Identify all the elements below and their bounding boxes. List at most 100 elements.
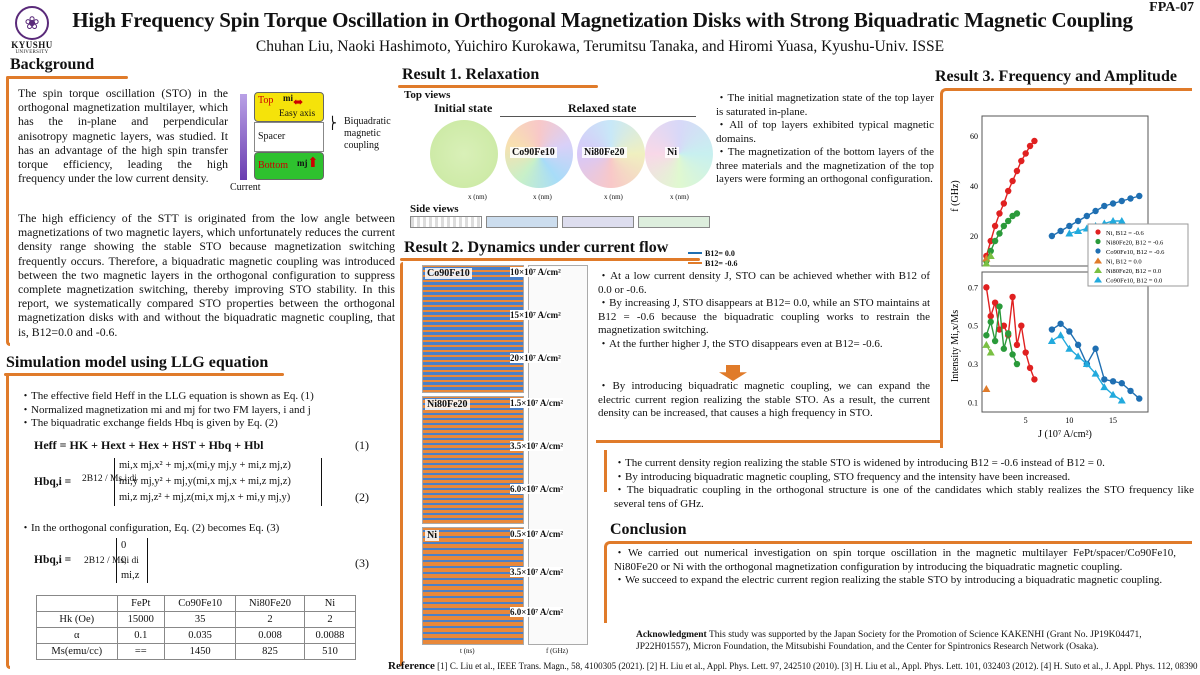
- y-tick-label: 0.7: [968, 283, 978, 292]
- bottom-layer: Bottom mj ⬆: [254, 152, 324, 180]
- data-point: [986, 348, 995, 356]
- legend-item: B12= 0.0: [688, 248, 738, 258]
- heading-underline: [398, 85, 598, 88]
- orth-note: ・In the orthogonal configuration, Eq. (2…: [20, 522, 280, 534]
- y-tick-label: 0.1: [968, 398, 978, 407]
- top-label: Top: [258, 95, 274, 106]
- legend-label: Co90Fe10, B12 = 0.0: [1106, 278, 1162, 285]
- r2-bullet: ・At a low current density J, STO can be …: [598, 270, 931, 296]
- data-point: [1117, 217, 1126, 224]
- data-point: [996, 210, 1003, 217]
- relaxed-disk-nife: Ni80Fe20: [577, 120, 645, 188]
- data-point: [1018, 157, 1025, 165]
- poster-title: High Frequency Spin Torque Oscillation i…: [72, 8, 1133, 32]
- intensity-plot-frame: [981, 271, 1149, 413]
- material-label: Co90Fe10: [425, 268, 472, 279]
- legend-swatch: [688, 252, 702, 254]
- table-row: α 0.1 0.035 0.008 0.0088: [36, 627, 357, 644]
- current-density-label: 3.5×10⁷ A/cm²: [510, 441, 564, 451]
- data-point: [1065, 229, 1074, 237]
- current-density-label: 20×10⁷ A/cm²: [510, 353, 561, 363]
- y-tick-label: 20: [970, 232, 978, 241]
- series-line: [1051, 334, 1123, 402]
- conclusion-frame: [604, 541, 1192, 623]
- simulation-bullets: ・The effective field Heff in the LLG equ…: [20, 390, 390, 431]
- section-frame: [604, 450, 607, 492]
- data-point: [982, 259, 991, 267]
- legend-label: Ni80Fe20, B12 = 0.0: [1106, 268, 1161, 275]
- current-density-label: 6.0×10⁷ A/cm²: [510, 484, 564, 494]
- spacer-layer: Spacer: [254, 122, 324, 152]
- frequency-amplitude-chart: f (GHz) Intensity Mi,x/Ms J (10⁷ A/cm²) …: [950, 115, 1189, 440]
- chart-xlabel: J (10⁷ A/cm²): [1038, 429, 1092, 440]
- conclusion-bullet: ・We carried out numerical investigation …: [614, 547, 1176, 573]
- data-point: [1065, 344, 1074, 352]
- initial-state-label: Initial state: [434, 101, 493, 115]
- top-layer: Top mi ⬌ Easy axis: [254, 92, 324, 122]
- result2-heading: Result 2. Dynamics under current flow: [404, 239, 669, 256]
- current-arrow-icon: [240, 94, 247, 180]
- equation-3-number: (3): [355, 556, 369, 570]
- data-point: [1005, 217, 1012, 225]
- section-frame: [6, 375, 10, 669]
- legend-item: B12= -0.6: [688, 258, 738, 268]
- equation-3-coef: 2B12 / Ms,i di: [84, 556, 139, 566]
- data-point: [1118, 197, 1125, 205]
- side-view-strip: [410, 216, 482, 228]
- conclusion-heading: Conclusion: [610, 521, 687, 538]
- relaxed-state-label: Relaxed state: [568, 101, 637, 115]
- freq-plot-frame: [981, 115, 1149, 267]
- data-point: [987, 318, 994, 326]
- data-point: [1009, 351, 1016, 358]
- heading-underline: [4, 373, 284, 376]
- spectrum-panel: [528, 265, 588, 645]
- data-point: [1057, 320, 1064, 327]
- initial-state-disk: [430, 120, 498, 188]
- current-density-label: 0.5×10⁷ A/cm²: [510, 529, 564, 539]
- spacer-label: Spacer: [258, 131, 286, 142]
- data-point: [1013, 210, 1021, 217]
- data-point: [1005, 187, 1012, 195]
- sim-bullet: ・The biquadratic exchange fields Hbq is …: [20, 417, 278, 429]
- legend-label: Ni, B12 = 0.0: [1106, 259, 1142, 266]
- material-label: Ni80Fe20: [425, 399, 470, 410]
- data-point: [991, 237, 999, 245]
- time-trace-panel: Co90Fe10: [422, 265, 524, 393]
- x-tick-label: 5: [1024, 416, 1028, 425]
- data-point: [1057, 227, 1064, 235]
- data-point: [987, 247, 994, 255]
- legend-marker: [1094, 276, 1102, 283]
- data-point: [982, 384, 991, 392]
- r3-bullet: ・The current density region realizing th…: [614, 457, 1105, 469]
- university-crest-icon: ❀: [15, 6, 49, 40]
- data-point: [1074, 227, 1083, 234]
- time-trace-panel: Ni80Fe20: [422, 396, 524, 524]
- acknowledgment: Acknowledgment This study was supported …: [636, 630, 1192, 653]
- mi-arrow-icon: ⬌: [293, 95, 304, 109]
- equation-2-coef: 2B12 / Ms,i di: [82, 474, 137, 484]
- r3-bullet: ・The biquadratic coupling in the orthogo…: [614, 484, 1195, 510]
- x-axis-label: x (nm): [604, 193, 623, 201]
- side-view-strip: [486, 216, 558, 228]
- background-heading: Background: [10, 56, 95, 73]
- current-density-label: 6.0×10⁷ A/cm²: [510, 607, 564, 617]
- data-point: [1026, 364, 1034, 372]
- relaxed-disk-cofe: Co90Fe10: [505, 120, 573, 188]
- mj-arrow-icon: ⬆: [307, 156, 319, 171]
- layer-diagram: Top mi ⬌ Easy axis Spacer Bottom mj ⬆ Cu…: [228, 84, 398, 196]
- current-density-label: 10×10⁷ A/cm²: [510, 267, 561, 277]
- data-point: [1092, 345, 1099, 352]
- data-point: [1127, 387, 1134, 395]
- coupling-bracket-icon: ⎬: [328, 116, 337, 130]
- legend-marker: [1095, 229, 1101, 235]
- section-frame: [6, 78, 10, 346]
- data-point: [1047, 337, 1056, 345]
- section-frame: [400, 262, 403, 666]
- data-point: [1022, 150, 1029, 157]
- current-density-label: 1.5×10⁷ A/cm²: [510, 398, 564, 408]
- table-header-row: FePt Co90Fe10 Ni80Fe20 Ni: [36, 595, 357, 612]
- data-point: [1109, 378, 1117, 385]
- data-point: [991, 299, 999, 306]
- data-point: [1009, 293, 1016, 301]
- data-point: [1022, 349, 1029, 356]
